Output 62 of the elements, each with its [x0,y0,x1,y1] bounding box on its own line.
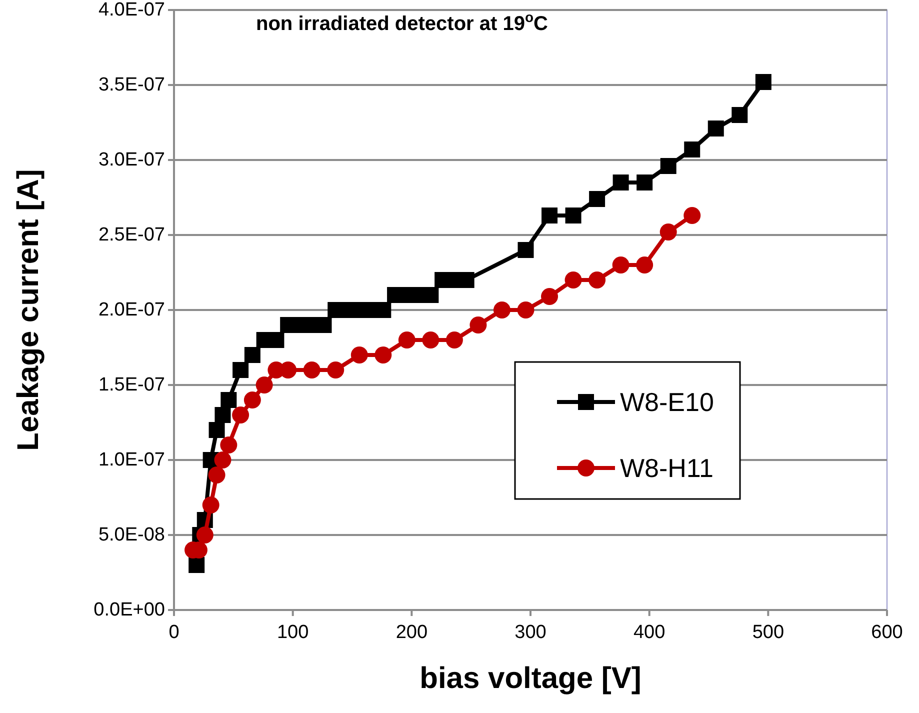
point [232,362,249,378]
y-tick-label: 2.5E-07 [98,224,165,246]
point [518,242,534,258]
point [214,452,232,468]
y-tick-label: 1.5E-07 [98,374,165,396]
point [660,224,677,240]
x-tick-label: 100 [276,622,309,643]
y-tick-label: 1.0E-07 [98,450,165,470]
point [220,392,237,408]
point [446,332,463,348]
point [565,208,582,224]
x-tick-label: 200 [396,622,428,643]
point [636,174,653,190]
point [612,174,629,190]
point [755,74,772,90]
point [244,347,260,363]
point [303,362,320,378]
point [232,406,250,424]
x-tick-label: 300 [514,622,546,643]
x-axis-title: bias voltage [V] [420,662,642,695]
point [208,422,225,438]
legend-label: W8-H11 [620,453,714,483]
point [374,346,392,364]
y-axis-title: Leakage current [A] [12,169,45,451]
point [684,142,700,158]
point [589,191,606,207]
point [684,207,701,224]
point [708,120,724,136]
point [196,526,214,544]
point [517,302,534,318]
point [244,392,261,408]
point [564,272,582,288]
y-tick-label: 5.0E-08 [98,524,165,546]
y-tick-label: 4.0E-07 [98,0,165,20]
point [493,302,510,318]
point [660,158,676,174]
y-tick-label: 0.0E+00 [94,600,165,620]
point [256,376,273,394]
point [732,107,748,123]
x-tick-label: 500 [752,622,784,643]
point [541,288,558,305]
y-tick-label: 3.5E-07 [98,74,165,96]
x-tick-label: 600 [871,622,903,643]
point [208,466,226,484]
point [612,256,630,274]
point [188,557,205,573]
point [220,436,238,454]
chart-title: non irradiated detector at 19$^{o}$C [256,9,548,35]
point [422,332,440,348]
point [350,346,368,364]
point [470,316,487,334]
point [202,496,220,514]
point [636,256,654,274]
point [542,208,558,224]
x-tick-label: 0 [168,622,180,643]
y-tick-label: 3.0E-07 [98,150,165,170]
point [398,332,416,348]
legend-label: W8-E10 [620,387,714,417]
x-tick-label: 400 [633,622,666,643]
y-tick-label: 2.0E-07 [98,300,165,320]
point [327,362,344,378]
point [588,272,606,288]
